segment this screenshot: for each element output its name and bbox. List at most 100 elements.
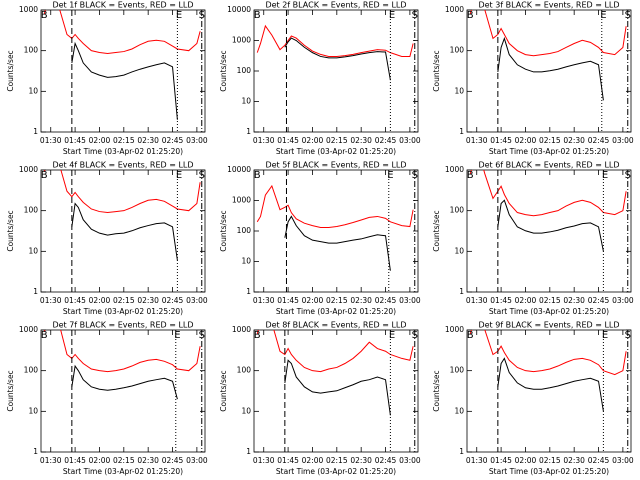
annotation: B — [467, 10, 474, 21]
y-axis-label: Counts/sec — [219, 210, 228, 251]
y-tick-label: 1000 — [232, 325, 251, 334]
x-axis-label: Start Time (03-Apr-02 01:25:20) — [276, 147, 396, 156]
annotation: B — [254, 330, 261, 341]
series-line — [43, 10, 201, 55]
x-tick-label: 02:15 — [539, 296, 561, 305]
x-tick-label: 03:00 — [399, 296, 421, 305]
series-line — [256, 24, 414, 57]
y-tick-label: 1000 — [232, 36, 251, 45]
x-tick-label: 02:45 — [588, 136, 610, 145]
y-tick-label: 10 — [28, 86, 38, 95]
series-line — [497, 357, 604, 412]
y-tick-label: 100 — [237, 366, 252, 375]
x-tick-label: 02:30 — [350, 456, 372, 465]
y-tick-label: 1 — [459, 287, 464, 296]
x-tick-label: 02:45 — [588, 296, 610, 305]
y-tick-label: 1 — [246, 127, 251, 136]
x-axis-label: Start Time (03-Apr-02 01:25:20) — [489, 307, 609, 316]
y-tick-label: 100 — [237, 226, 252, 235]
y-tick-label: 100 — [237, 66, 252, 75]
y-tick-label: 1 — [246, 287, 251, 296]
y-axis-label: Counts/sec — [6, 50, 15, 91]
panel: Det 7f BLACK = Events, RED = LLD Counts/s… — [6, 321, 208, 477]
panel: Det 4f BLACK = Events, RED = LLD Counts/s… — [6, 161, 208, 317]
x-tick-label: 01:45 — [490, 456, 512, 465]
y-tick-label: 100 — [24, 206, 39, 215]
x-tick-label: 01:30 — [253, 136, 275, 145]
annotation: B — [41, 330, 48, 341]
x-axis-label: Start Time (03-Apr-02 01:25:20) — [63, 307, 183, 316]
series-line — [256, 330, 414, 373]
y-tick-label: 100 — [450, 46, 465, 55]
plot-frame — [466, 329, 632, 453]
x-tick-label: 02:30 — [563, 456, 585, 465]
annotation: E — [176, 170, 182, 181]
y-axis-label: Counts/sec — [6, 210, 15, 251]
annotation: B — [41, 10, 48, 21]
x-tick-label: 02:15 — [113, 136, 135, 145]
x-tick-label: 01:30 — [466, 296, 488, 305]
x-tick-label: 02:45 — [588, 456, 610, 465]
panel: Det 8f BLACK = Events, RED = LLD Counts/s… — [219, 321, 421, 477]
annotation: E — [174, 330, 180, 341]
chart-title: Det 7f BLACK = Events, RED = LLD — [52, 321, 193, 330]
y-tick-label: 10 — [241, 406, 251, 415]
y-axis-label: Counts/sec — [219, 370, 228, 411]
x-tick-label: 01:30 — [466, 456, 488, 465]
y-tick-label: 1 — [33, 447, 38, 456]
series-line — [469, 330, 627, 376]
plot-frame — [40, 9, 206, 133]
x-tick-label: 01:45 — [64, 456, 86, 465]
annotation: B — [467, 170, 474, 181]
series-line — [497, 36, 604, 101]
annotation: B — [41, 170, 48, 181]
chart-title: Det 4f BLACK = Events, RED = LLD — [52, 161, 193, 170]
annotation: S — [199, 10, 205, 21]
x-tick-label: 01:30 — [253, 456, 275, 465]
x-tick-label: 01:30 — [40, 296, 62, 305]
chart-title: Det 6f BLACK = Events, RED = LLD — [478, 161, 619, 170]
x-tick-label: 03:00 — [186, 296, 208, 305]
plot-frame — [466, 169, 632, 293]
x-tick-label: 02:30 — [563, 136, 585, 145]
series-line — [469, 170, 627, 217]
x-tick-label: 03:00 — [612, 456, 634, 465]
plot-frame — [40, 169, 206, 293]
y-axis-label: Counts/sec — [6, 370, 15, 411]
annotation: S — [199, 330, 205, 341]
annotation: S — [412, 330, 418, 341]
x-tick-label: 03:00 — [186, 456, 208, 465]
annotation: E — [600, 10, 606, 21]
y-tick-label: 1 — [459, 127, 464, 136]
x-tick-label: 03:00 — [399, 456, 421, 465]
y-tick-label: 1 — [33, 287, 38, 296]
x-tick-label: 02:45 — [162, 136, 184, 145]
plot-frame — [466, 9, 632, 133]
y-axis-label: Counts/sec — [219, 50, 228, 91]
series-line — [43, 330, 201, 373]
panel: Det 5f BLACK = Events, RED = LLD Counts/s… — [219, 161, 421, 317]
panel: Det 1f BLACK = Events, RED = LLD Counts/s… — [6, 1, 208, 157]
y-axis-label: Counts/sec — [432, 50, 441, 91]
x-tick-label: 02:30 — [350, 136, 372, 145]
y-tick-label: 100 — [450, 366, 465, 375]
x-tick-label: 02:00 — [89, 296, 111, 305]
x-tick-label: 01:45 — [64, 296, 86, 305]
series-line — [43, 170, 201, 214]
series-line — [469, 10, 627, 57]
series-line — [284, 215, 391, 271]
y-tick-label: 10 — [241, 97, 251, 106]
x-tick-label: 01:30 — [40, 456, 62, 465]
y-tick-label: 1000 — [19, 325, 38, 334]
x-tick-label: 02:45 — [162, 296, 184, 305]
x-axis-label: Start Time (03-Apr-02 01:25:20) — [276, 467, 396, 476]
y-tick-label: 10 — [28, 406, 38, 415]
y-tick-label: 1000 — [445, 325, 464, 334]
annotation: E — [389, 10, 395, 21]
annotation: E — [176, 10, 182, 21]
y-tick-label: 10000 — [227, 165, 251, 174]
annotation: E — [602, 170, 608, 181]
y-tick-label: 10 — [454, 406, 464, 415]
